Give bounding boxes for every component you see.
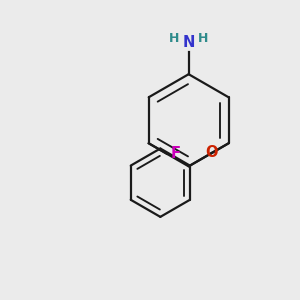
Text: H: H <box>169 32 179 45</box>
Text: O: O <box>206 146 218 160</box>
Text: N: N <box>182 35 195 50</box>
Text: H: H <box>198 32 208 45</box>
Text: F: F <box>170 146 180 161</box>
